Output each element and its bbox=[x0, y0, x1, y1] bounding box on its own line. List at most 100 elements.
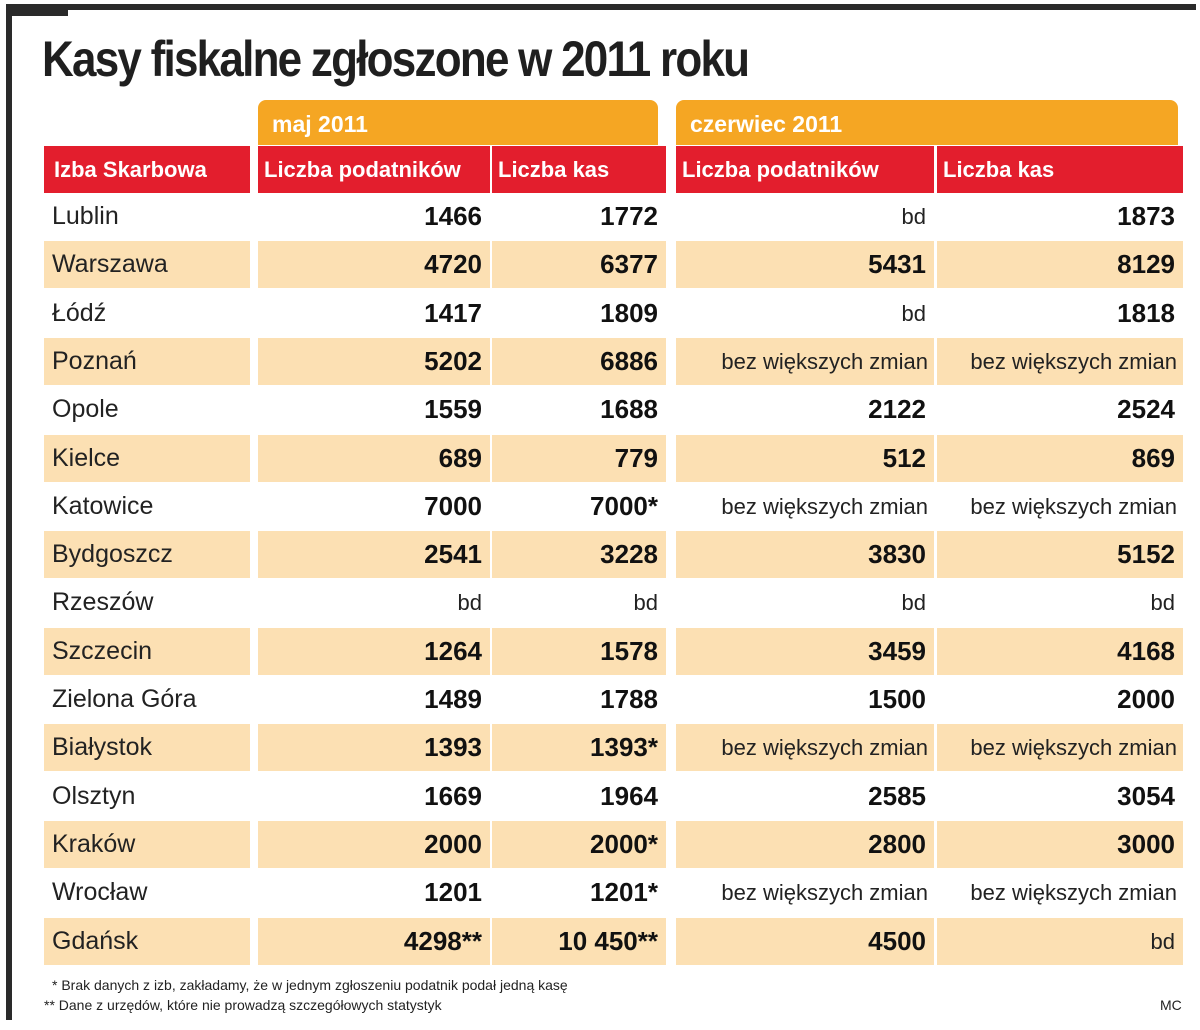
column-header: Liczba podatników bbox=[676, 146, 934, 193]
table-cell: 1500 bbox=[868, 684, 926, 714]
table-row: Rzeszów bd bd bd bd bbox=[44, 579, 1190, 626]
table-cell: bd bbox=[901, 589, 926, 615]
tax-office-name: Katowice bbox=[52, 492, 154, 520]
table-cell: 7000 bbox=[424, 491, 482, 521]
table-row: Kielce 689 779 512 869 bbox=[44, 435, 1190, 482]
table-row: Zielona Góra 1489 1788 1500 2000 bbox=[44, 676, 1190, 723]
table-cell: 1393 bbox=[258, 724, 490, 771]
table-cell: 3228 bbox=[492, 531, 666, 578]
table-cell: 1466 bbox=[424, 201, 482, 231]
table-cell: bez większych zmian bbox=[676, 338, 934, 385]
tax-office-name: Łódź bbox=[52, 299, 107, 327]
table-row: Poznań 5202 6886 bez większych zmian bez wię… bbox=[44, 338, 1190, 385]
table-cell: 7000* bbox=[590, 491, 658, 521]
tax-office-name: Poznań bbox=[44, 338, 250, 385]
table-row: Lublin 1466 1772 bd 1873 bbox=[44, 193, 1190, 240]
tax-office-name: Szczecin bbox=[44, 628, 250, 675]
tax-office-name: Kielce bbox=[44, 435, 250, 482]
table-cell: 4298** bbox=[258, 918, 490, 965]
table-cell: 1809 bbox=[600, 298, 658, 328]
table-cell: bez większych zmian bbox=[937, 338, 1183, 385]
footnote-single-asterisk: * Brak danych z izb, zakładamy, że w jed… bbox=[52, 977, 568, 993]
table-cell: 4500 bbox=[676, 918, 934, 965]
table-cell: 3054 bbox=[1117, 781, 1175, 811]
table-cell: 512 bbox=[676, 435, 934, 482]
table-row: Wrocław 1201 1201* bez większych zmian bez w… bbox=[44, 869, 1190, 916]
group-header-june: czerwiec 2011 bbox=[676, 100, 1178, 145]
table-cell: 5431 bbox=[676, 241, 934, 288]
table-cell: bd bbox=[901, 203, 926, 229]
table-cell: 1578 bbox=[492, 628, 666, 675]
table-cell: 2800 bbox=[676, 821, 934, 868]
table-cell: 1489 bbox=[424, 684, 482, 714]
table-cell: bez większych zmian bbox=[721, 493, 928, 519]
table-cell: 1688 bbox=[600, 394, 658, 424]
table-cell: 6886 bbox=[492, 338, 666, 385]
table-cell: 2000 bbox=[1117, 684, 1175, 714]
tax-office-name: Kraków bbox=[44, 821, 250, 868]
table-row: Gdańsk 4298** 10 450** 4500 bd bbox=[44, 918, 1190, 965]
table-row: Warszawa 4720 6377 5431 8129 bbox=[44, 241, 1190, 288]
table-cell: 779 bbox=[492, 435, 666, 482]
tax-office-name: Olsztyn bbox=[52, 782, 136, 810]
table-row: Olsztyn 1669 1964 2585 3054 bbox=[44, 773, 1190, 820]
table-cell: 8129 bbox=[937, 241, 1183, 288]
table-cell: bez większych zmian bbox=[937, 724, 1183, 771]
tax-office-name: Zielona Góra bbox=[52, 685, 197, 713]
table-cell: bd bbox=[937, 918, 1183, 965]
frame-left-rule bbox=[6, 4, 12, 1020]
table-row: Katowice 7000 7000* bez większych zmian bez … bbox=[44, 483, 1190, 530]
tax-office-name: Wrocław bbox=[52, 878, 148, 906]
table-cell: 5202 bbox=[258, 338, 490, 385]
author-credit: MC bbox=[1160, 997, 1182, 1013]
table-cell: 2122 bbox=[868, 394, 926, 424]
tax-office-name: Lublin bbox=[52, 202, 119, 230]
table-cell: 4168 bbox=[937, 628, 1183, 675]
table-cell: bez większych zmian bbox=[676, 724, 934, 771]
table-row: Opole 1559 1688 2122 2524 bbox=[44, 386, 1190, 433]
table-row: Szczecin 1264 1578 3459 4168 bbox=[44, 628, 1190, 675]
table-cell: 2524 bbox=[1117, 394, 1175, 424]
table-cell: bd bbox=[633, 589, 658, 615]
frame-top-rule bbox=[6, 4, 1196, 10]
table-cell: bez większych zmian bbox=[970, 879, 1177, 905]
table-cell: 3000 bbox=[937, 821, 1183, 868]
table-cell: 1818 bbox=[1117, 298, 1175, 328]
tax-office-name: Bydgoszcz bbox=[44, 531, 250, 578]
table-header-row: Izba Skarbowa Liczba podatników Liczba k… bbox=[44, 146, 1190, 193]
table-cell: 2000* bbox=[492, 821, 666, 868]
table-cell: 689 bbox=[258, 435, 490, 482]
table-cell: 4720 bbox=[258, 241, 490, 288]
table-row: Kraków 2000 2000* 2800 3000 bbox=[44, 821, 1190, 868]
table-cell: 2000 bbox=[258, 821, 490, 868]
column-header: Liczba podatników bbox=[258, 146, 490, 193]
column-header: Liczba kas bbox=[937, 146, 1183, 193]
tax-office-name: Warszawa bbox=[44, 241, 250, 288]
table-cell: bez większych zmian bbox=[970, 493, 1177, 519]
table-row: Łódź 1417 1809 bd 1818 bbox=[44, 290, 1190, 337]
table-cell: 1201* bbox=[590, 877, 658, 907]
table-cell: 1669 bbox=[424, 781, 482, 811]
column-header: Liczba kas bbox=[492, 146, 666, 193]
group-header-may: maj 2011 bbox=[258, 100, 658, 145]
table-cell: bd bbox=[457, 589, 482, 615]
tax-office-name: Rzeszów bbox=[52, 588, 154, 616]
table-cell: 2541 bbox=[258, 531, 490, 578]
table-cell: 1559 bbox=[424, 394, 482, 424]
table-row: Bydgoszcz 2541 3228 3830 5152 bbox=[44, 531, 1190, 578]
table-cell: 2585 bbox=[868, 781, 926, 811]
tax-office-name: Opole bbox=[52, 395, 119, 423]
table-cell: 1417 bbox=[424, 298, 482, 328]
tax-office-name: Gdańsk bbox=[44, 918, 250, 965]
table-cell: bd bbox=[901, 300, 926, 326]
table-cell: 1788 bbox=[600, 684, 658, 714]
tax-office-name: Białystok bbox=[44, 724, 250, 771]
table-cell: 5152 bbox=[937, 531, 1183, 578]
table-cell: 10 450** bbox=[492, 918, 666, 965]
table-cell: 1964 bbox=[600, 781, 658, 811]
frame-corner bbox=[6, 4, 68, 16]
table-cell: 1264 bbox=[258, 628, 490, 675]
table-cell: bd bbox=[1150, 589, 1175, 615]
table-cell: 869 bbox=[937, 435, 1183, 482]
table-cell: 1393* bbox=[492, 724, 666, 771]
